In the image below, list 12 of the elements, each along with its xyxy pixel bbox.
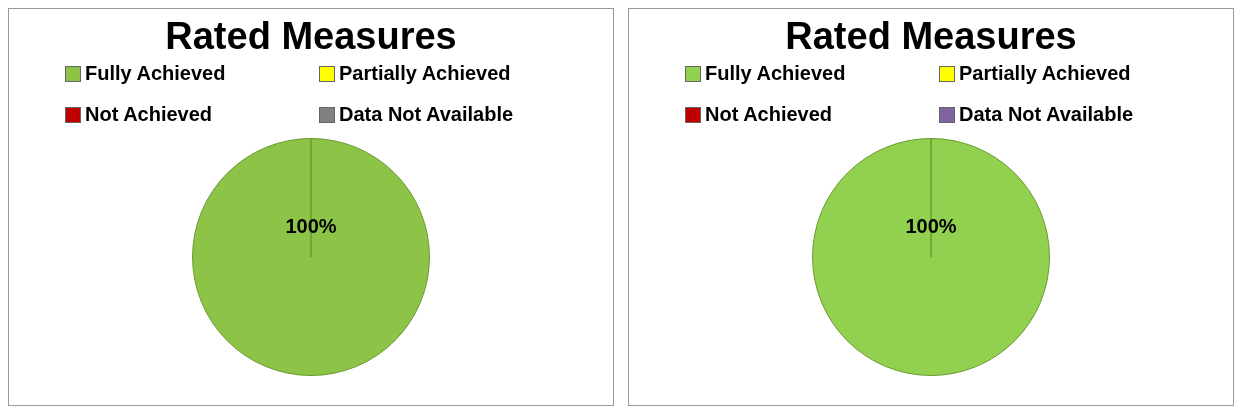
legend-label: Fully Achieved: [705, 62, 846, 85]
legend-label: Data Not Available: [959, 103, 1134, 126]
legend-label: Partially Achieved: [339, 62, 511, 85]
legend-label: Partially Achieved: [959, 62, 1131, 85]
data-label: 100%: [285, 214, 337, 237]
chart-title: Rated Measures: [164, 15, 458, 58]
legend-label: Not Achieved: [85, 103, 213, 126]
legend-label: Not Achieved: [705, 103, 833, 126]
legend-label: Data Not Available: [339, 103, 514, 126]
data-label: 100%: [905, 214, 957, 237]
legend-label: Fully Achieved: [85, 62, 226, 85]
chart-title: Rated Measures: [784, 15, 1078, 58]
